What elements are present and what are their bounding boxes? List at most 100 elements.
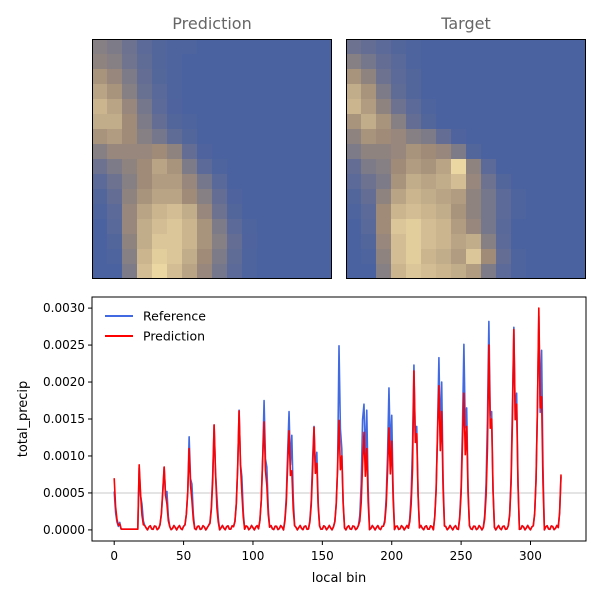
heatmap-cell — [571, 234, 586, 250]
heatmap-cell — [272, 114, 288, 130]
heatmap-cell — [272, 39, 288, 55]
heatmap-cell — [466, 189, 482, 205]
heatmap-cell — [257, 84, 273, 100]
heatmap-cell — [137, 204, 153, 220]
heatmap-cell — [481, 174, 497, 190]
heatmap-cell — [496, 204, 512, 220]
heatmap-cell — [361, 39, 377, 55]
heatmap-cell — [92, 249, 108, 265]
heatmap-cell — [152, 69, 168, 85]
heatmap-cell — [227, 69, 243, 85]
heatmap-cell — [346, 129, 362, 145]
heatmap-cell — [541, 219, 557, 235]
heatmap-cell — [481, 129, 497, 145]
heatmap-cell — [107, 54, 123, 70]
heatmap-cell — [137, 159, 153, 175]
heatmap-cell — [391, 39, 407, 55]
heatmap-cell — [107, 159, 123, 175]
heatmap-cell — [167, 159, 183, 175]
heatmap-cell — [107, 174, 123, 190]
heatmap-cell — [122, 264, 138, 279]
heatmap-cell — [182, 84, 198, 100]
heatmap-cell — [436, 99, 452, 115]
heatmap-cell — [541, 114, 557, 130]
heatmap-cell — [391, 129, 407, 145]
heatmap-cell — [571, 249, 586, 265]
heatmap-cell — [526, 204, 542, 220]
heatmap-cell — [541, 84, 557, 100]
heatmap-cell — [391, 204, 407, 220]
heatmap-cell — [212, 39, 228, 55]
heatmap-cell — [287, 54, 303, 70]
heatmap-cell — [511, 39, 527, 55]
heatmap-cell — [346, 249, 362, 265]
heatmap-cell — [391, 174, 407, 190]
heatmap-cell — [107, 204, 123, 220]
heatmap-cell — [107, 99, 123, 115]
heatmap-cell — [227, 84, 243, 100]
heatmap-cell — [107, 234, 123, 250]
x-tick-label: 0 — [110, 549, 118, 563]
heatmap-cell — [107, 39, 123, 55]
heatmap-cell — [257, 54, 273, 70]
heatmap-cell — [152, 219, 168, 235]
heatmap-cell — [182, 189, 198, 205]
heatmap-cell — [257, 234, 273, 250]
heatmap-cell — [92, 54, 108, 70]
heatmap-cell — [436, 69, 452, 85]
heatmap-cell — [302, 69, 318, 85]
heatmap-cell — [436, 189, 452, 205]
heatmap-cell — [182, 39, 198, 55]
heatmap-cell — [466, 234, 482, 250]
heatmap-cell — [571, 69, 586, 85]
heatmap-cell — [242, 39, 258, 55]
heatmap-cell — [376, 234, 392, 250]
heatmap-cell — [287, 234, 303, 250]
heatmap-cell — [317, 249, 332, 265]
heatmap-cell — [421, 39, 437, 55]
heatmap-cell — [182, 129, 198, 145]
heatmap-cell — [346, 264, 362, 279]
heatmap-cell — [451, 234, 467, 250]
y-tick-label: 0.0020 — [43, 375, 85, 389]
heatmap-cell — [272, 249, 288, 265]
heatmap-cell — [436, 264, 452, 279]
heatmap-cell — [511, 129, 527, 145]
heatmap-cell — [571, 114, 586, 130]
heatmap-cell — [302, 159, 318, 175]
heatmap-cell — [167, 99, 183, 115]
heatmap-cell — [376, 54, 392, 70]
heatmap-cell — [511, 54, 527, 70]
heatmap-cell — [571, 99, 586, 115]
heatmap-cell — [406, 39, 422, 55]
heatmap-cell — [496, 219, 512, 235]
heatmap-cell — [421, 114, 437, 130]
target-heatmap — [346, 39, 586, 279]
heatmap-cell — [212, 129, 228, 145]
heatmap-cell — [242, 159, 258, 175]
heatmap-cell — [167, 129, 183, 145]
legend-label: Reference — [143, 309, 206, 324]
heatmap-cell — [556, 204, 572, 220]
heatmap-cell — [302, 99, 318, 115]
heatmap-cell — [526, 234, 542, 250]
heatmap-cell — [481, 189, 497, 205]
heatmap-cell — [511, 189, 527, 205]
heatmap-cell — [122, 219, 138, 235]
heatmap-cell — [511, 144, 527, 160]
heatmap-cell — [197, 114, 213, 130]
heatmap-cell — [511, 204, 527, 220]
heatmap-cell — [361, 219, 377, 235]
heatmap-cell — [227, 234, 243, 250]
heatmap-cell — [152, 114, 168, 130]
heatmap-cell — [242, 249, 258, 265]
heatmap-cell — [376, 174, 392, 190]
heatmap-cell — [197, 189, 213, 205]
heatmap-cell — [406, 234, 422, 250]
heatmap-cell — [556, 249, 572, 265]
heatmap-cell — [511, 99, 527, 115]
heatmap-cell — [122, 129, 138, 145]
heatmap-cell — [272, 159, 288, 175]
heatmap-cell — [556, 189, 572, 205]
heatmap-cell — [526, 39, 542, 55]
